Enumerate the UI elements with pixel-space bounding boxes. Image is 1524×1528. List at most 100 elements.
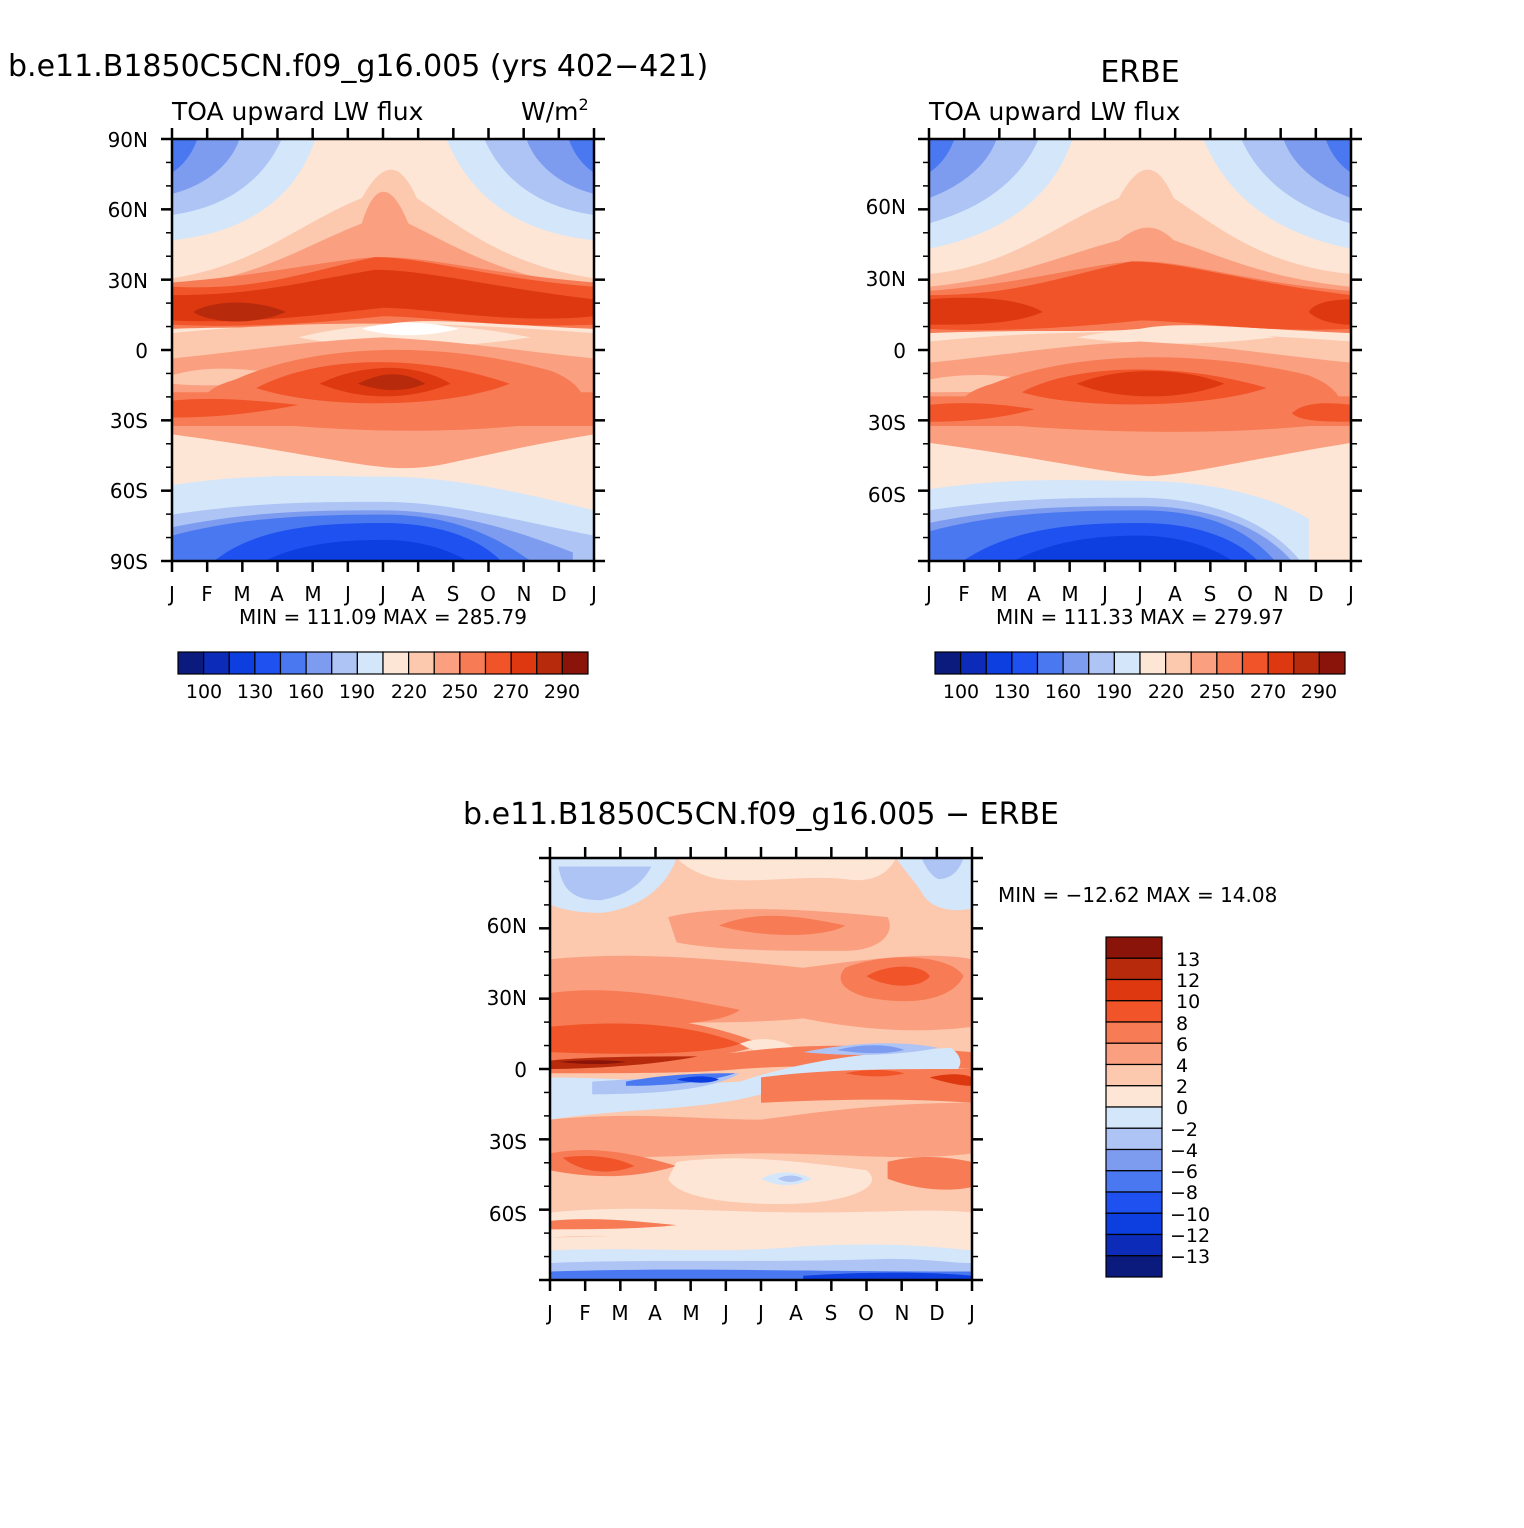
diff-xtick-label: A: [648, 1301, 662, 1325]
model-band-shc-7: [264, 539, 468, 561]
diff-colorbar-label: −13: [1170, 1246, 1210, 1268]
model-colorbar-label: 250: [442, 681, 478, 703]
diff-xtick-label: A: [789, 1301, 803, 1325]
model-band-sh-8: [357, 374, 426, 391]
colorbar-box: [1105, 1000, 1163, 1023]
diff-colorbar-label: −2: [1170, 1119, 1198, 1141]
diff-xtick-label: M: [611, 1301, 628, 1325]
colorbar-box: [1105, 1127, 1163, 1151]
diff-ytick-label: 60S: [489, 1202, 527, 1226]
diff-band-u: [676, 1076, 719, 1083]
obs-title: ERBE: [1100, 55, 1179, 90]
colorbar-box: [1105, 957, 1163, 981]
obs-y-axis: 60N 30N 0 30S 60S: [866, 195, 906, 507]
colorbar-box: [228, 651, 256, 675]
obs-variable-label: TOA upward LW flux: [928, 97, 1180, 126]
model-xtick-label: D: [551, 582, 566, 606]
diff-band-x: [761, 1069, 972, 1103]
diff-xtick-label: J: [721, 1301, 729, 1325]
diff-xtick-label: J: [545, 1301, 553, 1325]
model-xtick-label: F: [201, 582, 213, 606]
diff-band-z: [929, 1074, 972, 1086]
colorbar-box: [177, 651, 205, 675]
model-ytick-label: 0: [135, 339, 148, 363]
model-field-svg: [172, 139, 594, 561]
colorbar-box: [1105, 1063, 1163, 1087]
obs-xtick-label: S: [1204, 582, 1217, 606]
colorbar-box: [1190, 651, 1218, 675]
diff-field-svg: [550, 858, 972, 1280]
diff-band-p: [550, 1056, 698, 1069]
colorbar-box: [1105, 1106, 1163, 1129]
diff-colorbar-label: 12: [1176, 970, 1200, 992]
obs-contour-field: [927, 137, 1353, 563]
colorbar-box: [1105, 1233, 1163, 1257]
model-ytick-label: 60N: [108, 198, 148, 222]
obs-band-sh-6: [929, 403, 1035, 422]
model-band-nh-5: [172, 269, 594, 322]
diff-colorbar-label: 4: [1176, 1055, 1188, 1077]
obs-colorbar-label: 270: [1250, 681, 1286, 703]
diff-y-axis: 60N 30N 0 30S 60S: [487, 914, 527, 1226]
obs-ytick-label: 60N: [866, 195, 906, 219]
obs-colorbar-label: 160: [1045, 681, 1081, 703]
diff-colorbar-label: 8: [1176, 1013, 1188, 1035]
colorbar-box: [1011, 651, 1039, 675]
diff-band-an: [803, 1272, 972, 1280]
obs-ytick-label: 30N: [866, 267, 906, 291]
diff-colorbar-label: −8: [1170, 1182, 1198, 1204]
diff-panel: b.e11.B1850C5CN.f09_g16.005 − ERBE: [463, 797, 1277, 1325]
diff-colorbar-label: 6: [1176, 1034, 1188, 1056]
model-colorbar-label: 160: [288, 681, 324, 703]
model-variable-label: TOA upward LW flux: [171, 97, 423, 126]
colorbar-box: [1036, 651, 1064, 675]
model-ytick-label: 90S: [110, 550, 148, 574]
diff-contour-field: [548, 856, 974, 1282]
diff-ytick-label: 0: [514, 1058, 527, 1082]
obs-band-npole-8: [1325, 139, 1351, 173]
model-xtick-label: M: [233, 582, 250, 606]
diff-band-j: [866, 966, 930, 986]
diff-band-q: [558, 1060, 626, 1065]
colorbar-box: [1088, 651, 1115, 675]
diff-band-ah: [550, 1208, 972, 1238]
diff-band-r: [550, 1047, 961, 1120]
obs-xtick-label: N: [1274, 582, 1289, 606]
model-panel: b.e11.B1850C5CN.f09_g16.005 (yrs 402−421…: [8, 49, 708, 703]
model-xtick-label: O: [480, 582, 496, 606]
diff-band-ag: [887, 1156, 972, 1190]
model-ytick-label: 30S: [110, 409, 148, 433]
obs-band-sh-8: [1076, 371, 1225, 397]
obs-ytick-label: 60S: [868, 483, 906, 507]
diff-band-e: [676, 858, 897, 881]
colorbar-box: [484, 651, 512, 675]
model-band-nh-6: [193, 302, 286, 322]
diff-xtick-label: D: [929, 1301, 944, 1325]
axis-ticks: [161, 128, 1362, 1291]
diff-band-aa: [550, 1102, 972, 1158]
diff-colorbar-label: −4: [1170, 1140, 1198, 1162]
obs-band-sh-4: [929, 396, 1351, 426]
diff-x-axis: J F M A M J J A S O N D J: [545, 1301, 975, 1325]
diff-xtick-label: S: [825, 1301, 838, 1325]
obs-colorbar: 100 130 160 190 220 250 270 290: [934, 651, 1346, 703]
colorbar-box: [1105, 936, 1163, 959]
obs-xtick-label: J: [1135, 582, 1143, 606]
model-units-exponent: 2: [579, 95, 589, 114]
obs-ytick-label: 30S: [868, 411, 906, 435]
obs-colorbar-label: 220: [1148, 681, 1184, 703]
colorbar-box: [305, 651, 333, 675]
colorbar-box: [1293, 651, 1320, 675]
obs-colorbar-label: 100: [943, 681, 979, 703]
obs-min-max-label: MIN = 111.33 MAX = 279.97: [996, 605, 1284, 629]
diff-band-w: [836, 1045, 905, 1054]
colorbar-box: [433, 651, 461, 675]
colorbar-box: [1105, 1255, 1163, 1278]
model-x-axis: J F M A M J J A S O N D J: [167, 582, 597, 606]
obs-colorbar-label: 250: [1199, 681, 1235, 703]
colorbar-box: [1241, 651, 1269, 675]
model-xtick-label: N: [517, 582, 532, 606]
model-title: b.e11.B1850C5CN.f09_g16.005 (yrs 402−421…: [8, 49, 708, 84]
diff-band-m: [550, 1023, 740, 1054]
colorbar-box: [1105, 978, 1163, 1002]
